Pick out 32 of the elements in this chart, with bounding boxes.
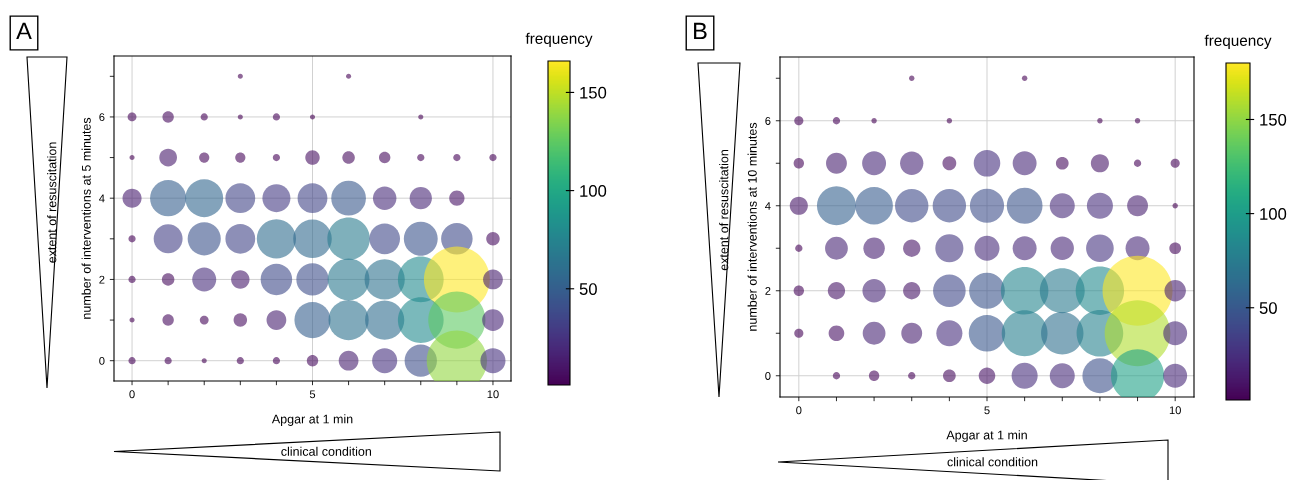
color-bar-title: frequency	[1204, 34, 1272, 49]
x-tick-label: 5	[309, 390, 316, 399]
x-tick-label: 0	[796, 406, 802, 415]
y-tick-label: 6	[765, 117, 771, 125]
x-axis-title: Apgar at 1 min	[271, 414, 353, 426]
x-tick-label: 5	[984, 406, 990, 415]
y-tick-label: 2	[99, 275, 105, 284]
color-bar-label: 50	[579, 283, 597, 295]
color-bar-title: frequency	[525, 32, 593, 47]
color-bar-label: 50	[1259, 302, 1277, 314]
x-tick-label: 10	[487, 390, 499, 399]
color-bar-label: 150	[1260, 113, 1287, 126]
text: clinical condition	[947, 457, 1038, 467]
y-axis-title: number of interventions at 5 minutes	[81, 117, 91, 319]
text: extent of resuscitation	[719, 150, 729, 271]
y-tick-label: 0	[765, 372, 771, 380]
text: extent of resuscitation	[47, 142, 57, 263]
text: clinical condition	[281, 446, 371, 456]
y-axis-title: number of interventions at 10 minutes	[747, 122, 757, 331]
y-tick-label: 6	[99, 113, 105, 122]
color-bar-label: 100	[580, 185, 607, 197]
color-bar-label: 150	[580, 86, 607, 99]
y-tick-label: 4	[765, 202, 771, 210]
color-bar-label: 100	[1260, 208, 1287, 220]
y-tick-label: 0	[99, 356, 105, 365]
chart-title: B	[694, 22, 707, 40]
x-axis-title: Apgar at 1 min	[946, 430, 1027, 442]
chart-title: A	[16, 22, 32, 40]
y-tick-label: 2	[765, 287, 771, 295]
x-tick-label: 0	[129, 390, 135, 399]
y-tick-label: 4	[99, 194, 105, 203]
x-tick-label: 10	[1169, 406, 1181, 415]
